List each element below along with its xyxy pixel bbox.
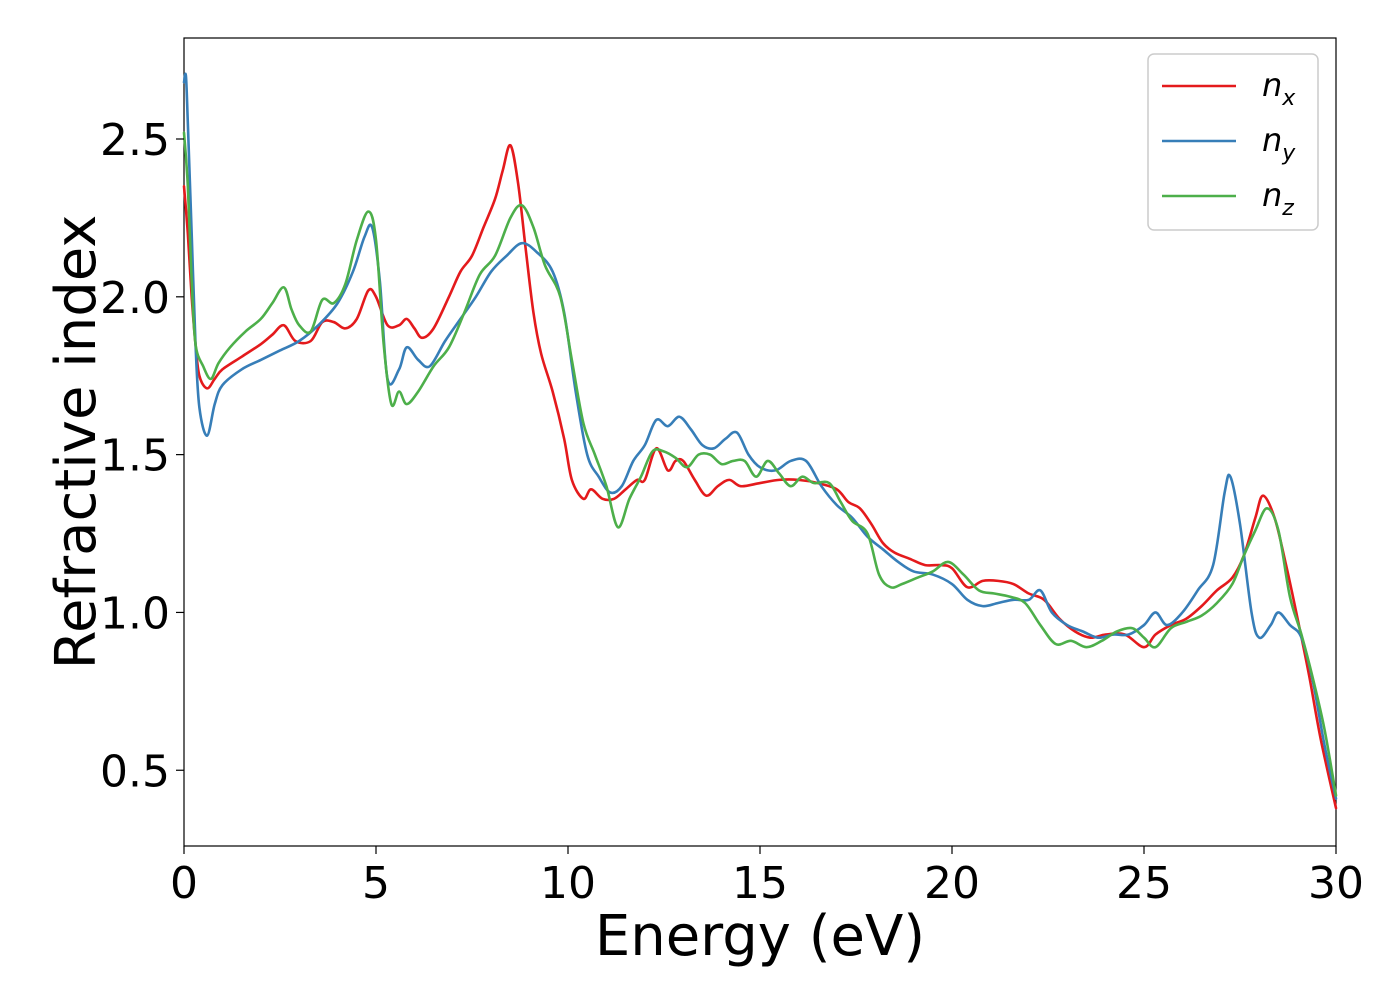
x-tick-label: 30 [1308, 858, 1364, 909]
axis-ticks: 0 5 10 15 20 25 30 0.5 1.0 1.5 2.0 2.5 [100, 115, 1364, 909]
x-tick-label: 5 [362, 858, 390, 909]
x-tick-label: 10 [540, 858, 596, 909]
x-tick-label: 15 [732, 858, 788, 909]
y-tick-label: 1.0 [100, 588, 170, 639]
legend-label-ny: ny [1262, 121, 1296, 166]
y-tick-label: 0.5 [100, 746, 170, 797]
y-tick-label: 2.5 [100, 115, 170, 166]
legend: nx ny nz [1147, 53, 1319, 231]
y-axis-label: Refractive index [44, 215, 109, 670]
x-tick-label: 25 [1116, 858, 1172, 909]
x-tick-label: 0 [170, 858, 198, 909]
series-layer [182, 72, 1338, 810]
series-line-nz [182, 131, 1338, 797]
legend-label-nz: nz [1262, 176, 1294, 221]
x-tick-label: 20 [924, 858, 980, 909]
y-tick-label: 2.0 [100, 273, 170, 324]
legend-label-nx: nx [1262, 66, 1296, 111]
series-line-ny [182, 72, 1338, 800]
x-axis-label: Energy (eV) [595, 904, 925, 969]
y-tick-label: 1.5 [100, 431, 170, 482]
